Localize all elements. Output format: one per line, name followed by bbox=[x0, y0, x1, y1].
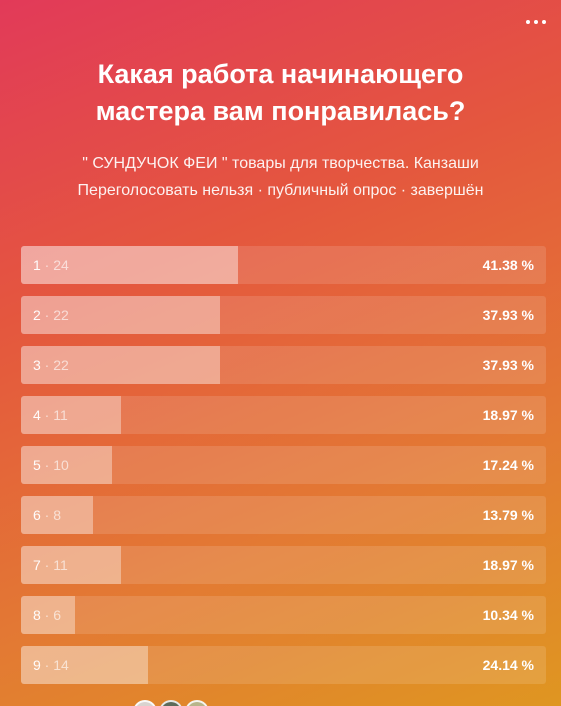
menu-dot bbox=[534, 20, 538, 24]
option-label: 7 · 11 bbox=[33, 546, 68, 584]
option-percent: 18.97 % bbox=[482, 407, 534, 423]
option-percent: 24.14 % bbox=[482, 657, 534, 673]
option-votes: · 8 bbox=[40, 507, 62, 523]
option-vote-count: 10 bbox=[53, 457, 69, 473]
poll-options: 1 · 24 41.38 % 2 · 22 37.93 % 3 · 22 37.… bbox=[21, 246, 546, 696]
option-label: 6 · 8 bbox=[33, 496, 61, 534]
option-percent: 37.93 % bbox=[482, 307, 534, 323]
more-options-icon[interactable] bbox=[523, 12, 549, 32]
poll-option[interactable]: 4 · 11 18.97 % bbox=[21, 396, 546, 434]
option-fill-bar bbox=[21, 446, 112, 484]
option-percent: 18.97 % bbox=[482, 557, 534, 573]
option-fill-bar bbox=[21, 596, 76, 634]
menu-dot bbox=[542, 20, 546, 24]
avatar[interactable] bbox=[159, 700, 183, 706]
poll-option[interactable]: 7 · 11 18.97 % bbox=[21, 546, 546, 584]
option-number: 7 bbox=[33, 557, 41, 573]
option-fill-bar bbox=[21, 496, 94, 534]
option-votes: · 24 bbox=[40, 257, 69, 273]
poll-option[interactable]: 3 · 22 37.93 % bbox=[21, 346, 546, 384]
option-percent: 13.79 % bbox=[482, 507, 534, 523]
poll-option[interactable]: 1 · 24 41.38 % bbox=[21, 246, 546, 284]
avatar[interactable] bbox=[133, 700, 157, 706]
option-vote-count: 6 bbox=[53, 607, 62, 623]
menu-dot bbox=[526, 20, 530, 24]
option-label: 2 · 22 bbox=[33, 296, 69, 334]
poll-author[interactable]: " СУНДУЧОК ФЕИ " товары для творчества. … bbox=[82, 155, 479, 172]
option-votes: · 11 bbox=[40, 557, 68, 573]
option-fill-bar bbox=[21, 546, 121, 584]
option-label: 1 · 24 bbox=[33, 246, 69, 284]
option-vote-count: 8 bbox=[53, 507, 62, 523]
option-fill-bar bbox=[21, 396, 121, 434]
option-vote-count: 14 bbox=[53, 657, 69, 673]
option-label: 4 · 11 bbox=[33, 396, 68, 434]
option-number: 6 bbox=[33, 507, 41, 523]
option-label: 5 · 10 bbox=[33, 446, 69, 484]
option-vote-count: 11 bbox=[53, 557, 68, 573]
option-percent: 37.93 % bbox=[482, 357, 534, 373]
option-number: 9 bbox=[33, 657, 41, 673]
option-label: 8 · 6 bbox=[33, 596, 61, 634]
option-number: 5 bbox=[33, 457, 41, 473]
option-fill-bar bbox=[21, 296, 221, 334]
option-percent: 41.38 % bbox=[482, 257, 534, 273]
option-vote-count: 22 bbox=[53, 357, 69, 373]
option-votes: · 22 bbox=[40, 357, 69, 373]
poll-option[interactable]: 6 · 8 13.79 % bbox=[21, 496, 546, 534]
option-vote-count: 24 bbox=[53, 257, 69, 273]
option-percent: 17.24 % bbox=[482, 457, 534, 473]
option-percent: 10.34 % bbox=[482, 607, 534, 623]
poll-option[interactable]: 8 · 6 10.34 % bbox=[21, 596, 546, 634]
option-vote-count: 11 bbox=[53, 407, 68, 423]
avatar[interactable] bbox=[185, 700, 209, 706]
poll-title: Какая работа начинающего мастера вам пон… bbox=[95, 59, 466, 126]
option-vote-count: 22 bbox=[53, 307, 69, 323]
option-label: 9 · 14 bbox=[33, 646, 69, 684]
option-number: 3 bbox=[33, 357, 41, 373]
poll-subtitle: " СУНДУЧОК ФЕИ " товары для творчества. … bbox=[20, 150, 541, 204]
poll-option[interactable]: 2 · 22 37.93 % bbox=[21, 296, 546, 334]
option-number: 8 bbox=[33, 607, 41, 623]
option-votes: · 11 bbox=[40, 407, 68, 423]
option-votes: · 22 bbox=[40, 307, 69, 323]
option-fill-bar bbox=[21, 646, 148, 684]
option-number: 4 bbox=[33, 407, 41, 423]
poll-meta: Переголосовать нельзя · публичный опрос … bbox=[77, 182, 484, 199]
option-votes: · 10 bbox=[40, 457, 69, 473]
option-votes: · 6 bbox=[40, 607, 62, 623]
option-votes: · 14 bbox=[40, 657, 69, 673]
option-number: 2 bbox=[33, 307, 41, 323]
option-fill-bar bbox=[21, 346, 221, 384]
option-label: 3 · 22 bbox=[33, 346, 69, 384]
poll-option[interactable]: 5 · 10 17.24 % bbox=[21, 446, 546, 484]
poll-option[interactable]: 9 · 14 24.14 % bbox=[21, 646, 546, 684]
option-fill-bar bbox=[21, 246, 239, 284]
option-number: 1 bbox=[33, 257, 41, 273]
